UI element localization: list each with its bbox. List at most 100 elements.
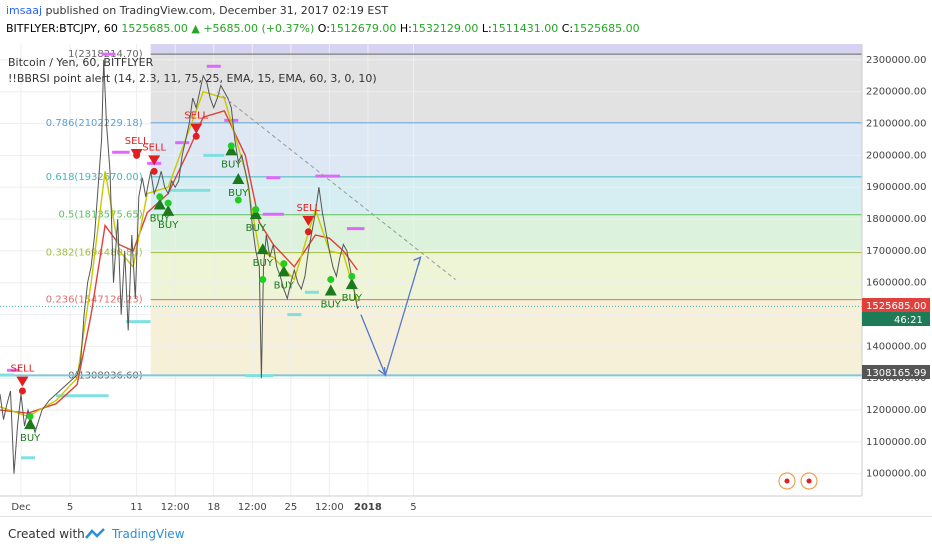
sell-label: SELL [125, 136, 149, 147]
low-line-text: 1308165.99 [866, 368, 926, 379]
y-tick-label: 2300000.00 [866, 55, 926, 66]
buy-triangle [24, 418, 37, 430]
buy-triangle [345, 278, 358, 290]
buy-dot [252, 206, 260, 214]
sell-dot [304, 228, 312, 236]
buy-triangle [162, 204, 175, 216]
buy-label: BUY [158, 220, 179, 231]
buy-dot [227, 142, 235, 150]
sell-dot [18, 387, 26, 395]
buy-dot [234, 196, 242, 204]
up-arrow-icon: ▲ [191, 22, 200, 35]
low-label: L: [481, 22, 492, 35]
buy-label: BUY [274, 280, 295, 291]
sell-label: SELL [142, 142, 166, 153]
fib-label: 0.5(1813575.65) [59, 210, 143, 221]
open-label: O: [317, 22, 330, 35]
header-bar: imsaaj published on TradingView.com, Dec… [0, 0, 932, 40]
trend-line [216, 91, 456, 280]
last-price: 1525685.00 [121, 22, 188, 35]
y-tick-label: 1600000.00 [866, 278, 926, 289]
projection-arrowhead [378, 366, 387, 377]
buy-triangle [225, 144, 238, 156]
fib-label: 0.618(1932670.00) [46, 172, 143, 183]
sell-label: SELL [184, 111, 208, 122]
symbol-label: BITFLYER:BTCJPY, 60 [6, 22, 118, 35]
fib-band [150, 252, 862, 300]
y-tick-label: 2000000.00 [866, 150, 926, 161]
fib-band [150, 214, 862, 253]
x-tick-label: 11 [130, 502, 143, 513]
price-badge-low-line: 1308165.99 [862, 365, 930, 379]
alert-icon[interactable] [800, 472, 818, 490]
x-tick-label: 5 [67, 502, 73, 513]
current-price-text: 1525685.00 [866, 301, 926, 312]
fib-band-top [150, 44, 862, 55]
buy-dot [280, 260, 288, 268]
x-tick-label: 12:00 [315, 502, 344, 513]
y-tick-label: 1900000.00 [866, 182, 926, 193]
author-name[interactable]: imsaaj [6, 4, 43, 17]
fib-band [150, 299, 862, 376]
sell-triangle [302, 215, 315, 226]
sell-dot [150, 167, 158, 175]
chart-legend-indicator: !!BBRSI point alert (14, 2.3, 11, 75, 25… [8, 72, 377, 85]
sell-label: SELL [11, 364, 35, 375]
buy-dot [259, 276, 267, 284]
buy-label: BUY [253, 258, 274, 269]
footer-bar: Created with TradingView [0, 516, 932, 551]
buy-label: BUY [150, 214, 171, 225]
buy-dot [327, 276, 335, 284]
price-line [0, 59, 360, 474]
buy-dot [348, 272, 356, 280]
published-text: published on TradingView.com, December 3… [45, 4, 389, 17]
buy-label: BUY [321, 299, 342, 310]
x-tick-label: 2018 [354, 502, 382, 513]
fib-band [150, 122, 862, 177]
high-label: H: [399, 22, 412, 35]
alert-icon[interactable] [778, 472, 796, 490]
x-tick-label: Dec [11, 502, 30, 513]
y-tick-label: 1400000.00 [866, 341, 926, 352]
sell-triangle [190, 123, 203, 134]
y-tick-label: 2100000.00 [866, 119, 926, 130]
sell-triangle [16, 376, 29, 387]
y-tick-label: 1700000.00 [866, 246, 926, 257]
buy-triangle [232, 173, 245, 185]
ohlc-line: BITFLYER:BTCJPY, 60 1525685.00 ▲ +5685.0… [6, 22, 640, 35]
low-value: 1511431.00 [491, 22, 559, 35]
y-tick-label: 2200000.00 [866, 87, 926, 98]
countdown-text: 46:21 [894, 315, 923, 326]
sell-label: SELL [296, 203, 320, 214]
x-tick-label: 12:00 [238, 502, 267, 513]
price-chart[interactable]: 1(2318214.70)0.786(2102229.18)0.618(1932… [0, 44, 932, 516]
y-axis-panel [862, 44, 932, 516]
ema-slow-line [0, 109, 358, 414]
y-tick-label: 1800000.00 [866, 214, 926, 225]
projection-arrowhead [413, 256, 422, 266]
y-tick-label: 1100000.00 [866, 437, 926, 448]
chart-legend-title: Bitcoin / Yen, 60, BITFLYER [8, 56, 154, 69]
buy-triangle [249, 208, 262, 220]
buy-dot [164, 199, 172, 207]
tradingview-brand[interactable]: TradingView [112, 527, 185, 541]
fib-label: 0.786(2102229.18) [46, 118, 143, 129]
x-tick-label: 12:00 [161, 502, 190, 513]
sell-dot [192, 132, 200, 140]
close-value: 1525685.00 [573, 22, 640, 35]
fib-band [150, 54, 862, 123]
y-tick-label: 1200000.00 [866, 405, 926, 416]
buy-triangle [277, 265, 290, 277]
buy-dot [156, 193, 164, 201]
axes-layer: 1000000.001100000.001200000.001300000.00… [0, 44, 932, 516]
price-badge-current: 1525685.00 [862, 298, 930, 312]
buy-dot [26, 412, 34, 420]
tradingview-logo-icon [85, 528, 105, 539]
x-tick-label: 18 [207, 502, 220, 513]
publish-line: imsaaj published on TradingView.com, Dec… [6, 4, 388, 17]
buy-triangle [256, 243, 269, 255]
buy-label: BUY [221, 159, 242, 170]
buy-triangle [153, 198, 166, 210]
buy-label: BUY [342, 293, 363, 304]
fib-bands [150, 44, 862, 376]
